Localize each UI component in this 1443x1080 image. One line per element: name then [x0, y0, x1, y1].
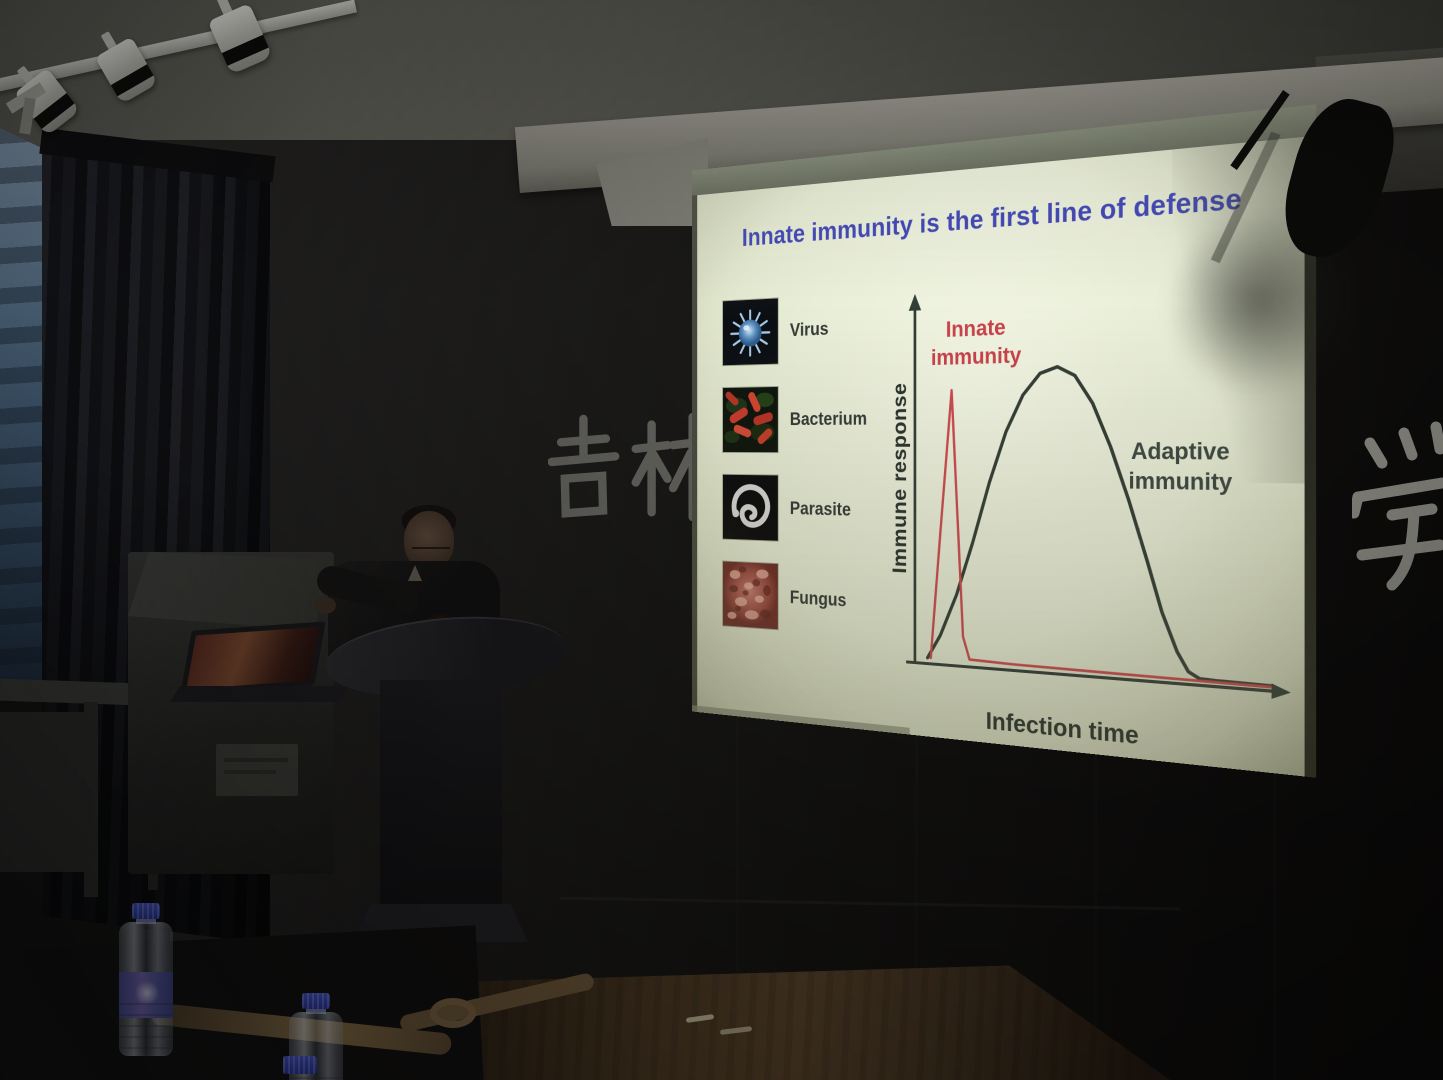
cabinet-top — [128, 552, 334, 630]
side-cabinet — [0, 712, 92, 872]
spotlight-band — [111, 64, 154, 96]
bottle-body — [119, 922, 173, 1056]
pathogen-label: Fungus — [790, 588, 847, 612]
water-bottle — [116, 903, 176, 1073]
spotlight-band — [34, 93, 75, 129]
bottle-cap — [132, 903, 160, 919]
wall-characters-jilin — [548, 398, 716, 580]
bottle-cap — [283, 1056, 317, 1074]
cabinet-label — [216, 744, 298, 796]
bottle-cap — [302, 993, 330, 1009]
podium — [325, 608, 577, 943]
av-cabinet — [128, 552, 334, 874]
pathogen-label: Bacterium — [790, 409, 867, 430]
laptop-keyboard — [170, 686, 347, 702]
wall-character-partial — [1352, 405, 1443, 630]
podium-column — [380, 680, 502, 912]
slide: Innate immunity is the first line of def… — [692, 136, 1316, 778]
spotlight-band — [222, 35, 269, 66]
screen-left-frame — [692, 195, 697, 712]
pathogen-label: Parasite — [790, 499, 851, 521]
label-text-line — [224, 758, 288, 762]
bottle-ribs — [119, 994, 173, 1056]
water-bottle — [270, 1056, 330, 1080]
innate-immunity-label: Innate immunity — [931, 313, 1021, 371]
label-text-line — [224, 770, 276, 774]
laptop-screen — [180, 621, 325, 694]
y-axis-label: Immune response — [889, 292, 912, 664]
pathogen-label: Virus — [790, 319, 829, 341]
parasite-image — [722, 474, 778, 542]
virus-image — [722, 297, 778, 366]
projection-screen: Innate immunity is the first line of def… — [692, 104, 1316, 777]
bacterium-image — [722, 386, 778, 453]
foreground-table — [0, 925, 484, 1080]
strap-ring — [430, 998, 476, 1028]
fungus-image — [722, 561, 778, 631]
presenter-glasses — [412, 539, 450, 549]
lecture-hall-photo: Innate immunity is the first line of def… — [0, 0, 1443, 1080]
